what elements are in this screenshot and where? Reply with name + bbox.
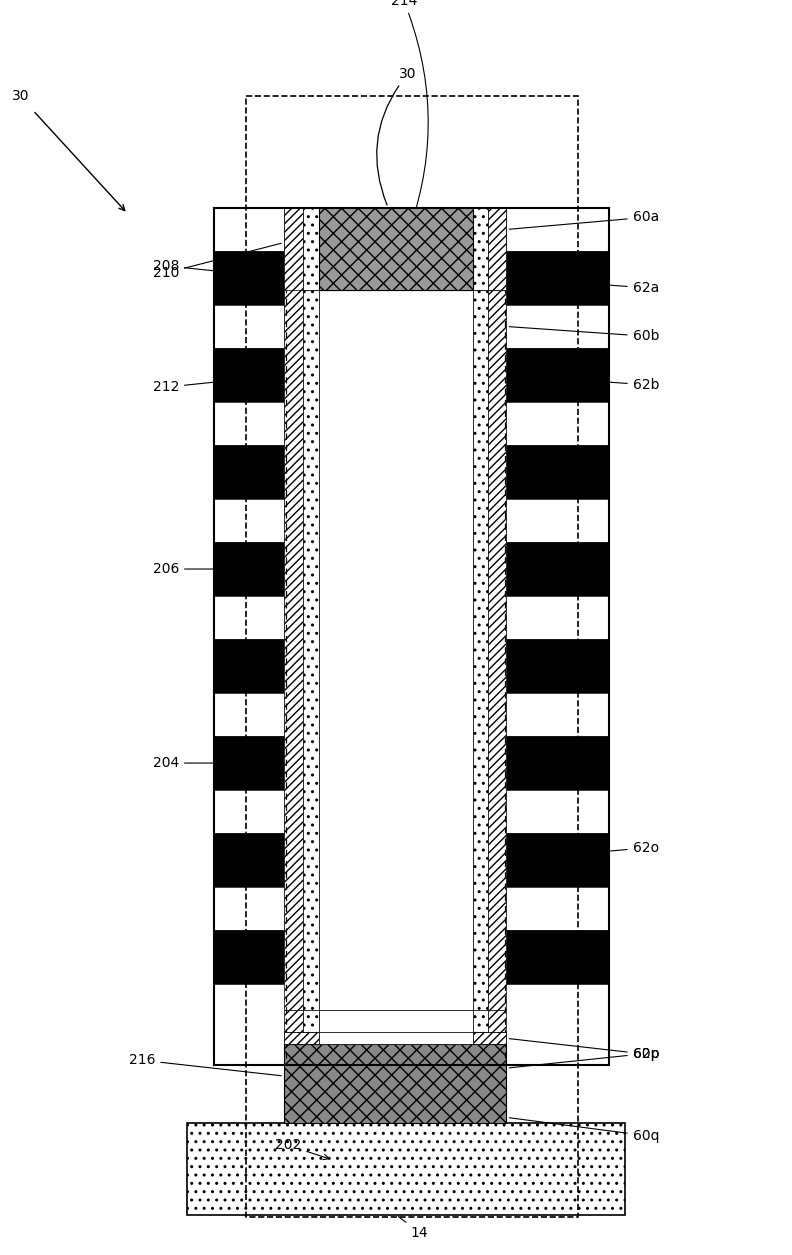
Text: 14: 14: [398, 1216, 428, 1240]
Bar: [215, 251, 284, 305]
Bar: [303, 207, 318, 290]
Bar: [215, 833, 284, 887]
Text: 60b: 60b: [509, 326, 659, 343]
Bar: [507, 251, 609, 305]
Text: 30: 30: [377, 67, 417, 205]
Bar: [318, 207, 473, 290]
Text: 208: 208: [153, 259, 281, 277]
Text: 204: 204: [153, 756, 281, 771]
Bar: [284, 1033, 318, 1044]
Bar: [489, 207, 507, 1010]
Bar: [507, 402, 609, 446]
Bar: [284, 1044, 507, 1123]
Text: 60q: 60q: [509, 1118, 659, 1142]
Bar: [284, 207, 303, 290]
Bar: [215, 349, 284, 402]
Bar: [507, 887, 609, 930]
Text: 60p: 60p: [509, 1039, 659, 1062]
Bar: [318, 1033, 473, 1044]
Bar: [507, 789, 609, 833]
Bar: [215, 930, 284, 984]
Bar: [318, 1010, 473, 1033]
Text: 62b: 62b: [509, 375, 659, 392]
Bar: [303, 207, 507, 290]
Bar: [215, 596, 284, 639]
Bar: [215, 737, 284, 789]
Text: 216: 216: [129, 1053, 281, 1076]
Bar: [507, 498, 609, 542]
Text: 210: 210: [153, 243, 281, 280]
Bar: [303, 207, 318, 1010]
Bar: [215, 542, 284, 596]
Bar: [303, 1010, 318, 1033]
Text: 62p: 62p: [509, 1047, 659, 1068]
Bar: [318, 207, 473, 290]
Text: 62o: 62o: [509, 841, 659, 860]
Bar: [507, 349, 609, 402]
Bar: [473, 207, 489, 1010]
Bar: [215, 446, 284, 498]
Bar: [507, 596, 609, 639]
Bar: [215, 693, 284, 737]
Bar: [489, 207, 507, 290]
Bar: [507, 833, 609, 887]
Bar: [473, 1010, 489, 1033]
Bar: [215, 639, 284, 693]
Text: 30: 30: [13, 89, 30, 103]
Text: 206: 206: [153, 562, 281, 576]
Bar: [473, 207, 489, 290]
Bar: [507, 305, 609, 349]
Bar: [215, 887, 284, 930]
Bar: [215, 305, 284, 349]
Text: 212: 212: [153, 375, 281, 394]
Bar: [318, 207, 473, 1010]
Text: 60a: 60a: [509, 211, 659, 230]
Bar: [507, 693, 609, 737]
Bar: [507, 542, 609, 596]
Bar: [187, 1123, 625, 1215]
Bar: [215, 402, 284, 446]
Bar: [489, 1010, 507, 1033]
Bar: [473, 1033, 507, 1044]
Bar: [246, 95, 577, 1217]
Text: 214: 214: [390, 0, 428, 241]
Bar: [284, 1010, 303, 1033]
Text: 202: 202: [275, 1138, 329, 1160]
Text: 62a: 62a: [509, 279, 659, 295]
Bar: [215, 789, 284, 833]
Bar: [507, 930, 609, 984]
Bar: [507, 737, 609, 789]
Bar: [507, 639, 609, 693]
Bar: [215, 207, 284, 251]
Bar: [215, 498, 284, 542]
Bar: [507, 446, 609, 498]
Bar: [507, 207, 609, 251]
Bar: [215, 207, 609, 1065]
Bar: [284, 207, 303, 1010]
